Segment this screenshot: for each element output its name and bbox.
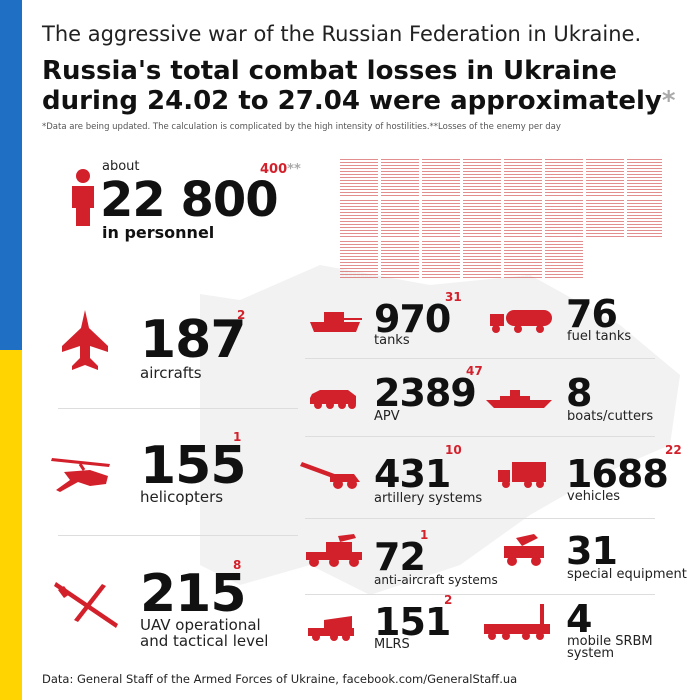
fuel-tank-icon: [490, 310, 552, 333]
grid-cell: [381, 199, 419, 237]
grid-cell: [545, 158, 583, 196]
aircrafts-label: aircrafts: [140, 364, 202, 382]
personnel-value: 22 800: [100, 172, 279, 228]
grid-cell: [340, 199, 378, 237]
uav-value: 215: [140, 564, 247, 624]
helicopters-value: 155: [140, 436, 247, 496]
tanks-value: 970: [374, 297, 451, 341]
grid-cell: [422, 158, 460, 196]
title-line-2: during 24.02 to 27.04 were approximately…: [42, 86, 675, 116]
grid-cell: [422, 240, 460, 278]
grid-cell: [545, 240, 583, 278]
grid-cell: [381, 158, 419, 196]
grid-cell: [463, 199, 501, 237]
anti-aircraft-value: 72: [374, 535, 426, 579]
tanks-delta: 31: [445, 290, 462, 304]
boat-icon: [486, 390, 552, 408]
flag-stripe-blue: [0, 0, 22, 350]
artillery-icon: [300, 462, 360, 489]
title-star: *: [661, 86, 676, 116]
boats-label: boats/cutters: [567, 409, 654, 424]
grid-cell: [381, 240, 419, 278]
special-equipment-icon: [504, 534, 544, 566]
grid-cell: [340, 158, 378, 196]
grid-cell: [504, 158, 542, 196]
title-line-2-text: during 24.02 to 27.04 were approximately: [42, 86, 662, 116]
anti-aircraft-delta: 1: [420, 528, 429, 542]
anti-aircraft-label: anti-aircraft systems: [374, 573, 498, 587]
srbm-value: 4: [566, 597, 592, 641]
artillery-value: 431: [374, 452, 451, 496]
apv-label: APV: [374, 409, 400, 424]
divider: [305, 358, 655, 359]
uav-label: UAV operational and tactical level: [140, 616, 269, 650]
anti-aircraft-icon: [306, 534, 362, 567]
fuel-tanks-label: fuel tanks: [567, 329, 632, 344]
grid-cell: [627, 199, 662, 237]
special-equipment-value: 31: [566, 529, 618, 573]
srbm-launcher-icon: [484, 604, 550, 640]
grid-cell: [463, 158, 501, 196]
vehicles-delta: 22: [665, 443, 682, 457]
apv-icon: [310, 390, 356, 409]
personnel-delta-mark: **: [287, 162, 301, 177]
helicopters-label: helicopters: [140, 488, 224, 506]
page-title: Russia's total combat losses in Ukraine …: [42, 56, 675, 116]
aircrafts-delta: 2: [237, 308, 246, 322]
artillery-label: artillery systems: [374, 491, 483, 506]
truck-icon: [498, 462, 546, 488]
drone-icon: [54, 582, 118, 628]
divider: [305, 594, 655, 595]
grid-cell: [504, 199, 542, 237]
grid-cell: [463, 240, 501, 278]
page-subtitle: The aggressive war of the Russian Federa…: [42, 22, 642, 46]
grid-cell: [504, 240, 542, 278]
person-icon: [72, 169, 94, 226]
personnel-loss-grid: [340, 158, 662, 282]
mlrs-delta: 2: [444, 593, 453, 607]
vehicles-label: vehicles: [567, 489, 621, 504]
boats-value: 8: [566, 371, 592, 415]
source-footer: Data: General Staff of the Armed Forces …: [42, 672, 518, 686]
fuel-tanks-value: 76: [566, 292, 618, 336]
tank-icon: [310, 312, 362, 332]
artillery-delta: 10: [445, 443, 462, 457]
divider: [305, 518, 655, 519]
ukraine-map-silhouette: [200, 265, 680, 595]
grid-cell: [422, 199, 460, 237]
grid-cell: [545, 199, 583, 237]
divider: [58, 535, 298, 536]
vehicles-value: 1688: [566, 452, 669, 496]
flag-stripe-yellow: [0, 350, 22, 700]
footnote: *Data are being updated. The calculation…: [42, 122, 561, 132]
grid-cell: [340, 240, 378, 278]
tanks-label: tanks: [374, 333, 410, 348]
personnel-about: about: [102, 159, 140, 174]
divider: [58, 408, 298, 409]
mlrs-label: MLRS: [374, 637, 410, 652]
personnel-label: in personnel: [102, 223, 215, 242]
personnel-delta: 400**: [260, 162, 301, 177]
grid-cell: [586, 199, 624, 237]
uav-delta: 8: [233, 558, 242, 572]
mlrs-value: 151: [374, 600, 451, 644]
apv-value: 2389: [374, 371, 477, 415]
special-equipment-label: special equipment: [567, 567, 687, 582]
fighter-jet-icon: [62, 310, 108, 370]
mlrs-icon: [308, 616, 354, 641]
helicopters-delta: 1: [233, 430, 242, 444]
grid-cell: [586, 158, 624, 196]
personnel-delta-value: 400: [260, 162, 288, 177]
srbm-label: mobile SRBM system: [567, 634, 653, 662]
aircrafts-value: 187: [140, 310, 247, 370]
divider: [305, 436, 655, 437]
grid-cell: [627, 158, 662, 196]
helicopter-icon: [51, 458, 110, 492]
apv-delta: 47: [466, 364, 483, 378]
title-line-1: Russia's total combat losses in Ukraine: [42, 56, 617, 86]
